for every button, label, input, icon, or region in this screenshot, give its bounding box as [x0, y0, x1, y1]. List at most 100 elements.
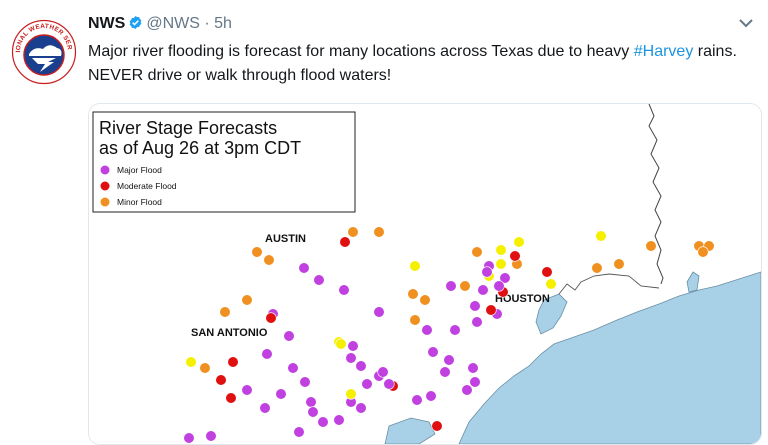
forecast-point: [545, 278, 557, 290]
forecast-point: [697, 246, 709, 258]
forecast-point: [467, 362, 479, 374]
forecast-point: [477, 284, 489, 296]
forecast-point: [495, 258, 507, 270]
forecast-point: [469, 376, 481, 388]
forecast-point: [485, 304, 497, 316]
forecast-point: [645, 240, 657, 252]
forecast-point: [509, 250, 521, 262]
forecast-point: [265, 312, 277, 324]
forecast-point: [377, 366, 389, 378]
map-title-line1: River Stage Forecasts: [99, 118, 277, 138]
forecast-point: [493, 280, 505, 292]
forecast-point: [445, 280, 457, 292]
forecast-point: [383, 378, 395, 390]
tweet-text-part-1: Major river flooding is forecast for man…: [88, 43, 634, 60]
forecast-point: [307, 406, 319, 418]
tweet-text-part-2: rains. NEVER drive or walk through flood…: [88, 43, 737, 84]
tweet-header: NWS @NWS · 5h: [88, 15, 232, 35]
legend-label: Moderate Flood: [117, 181, 177, 191]
forecast-point: [261, 348, 273, 360]
forecast-point: [419, 294, 431, 306]
forecast-point: [443, 354, 455, 366]
forecast-point: [185, 356, 197, 368]
forecast-point: [347, 226, 359, 238]
forecast-point: [275, 388, 287, 400]
forecast-point: [259, 402, 271, 414]
forecast-point: [299, 376, 311, 388]
forecast-point: [421, 324, 433, 336]
forecast-point: [361, 378, 373, 390]
forecast-point: [251, 246, 263, 258]
forecast-point: [471, 316, 483, 328]
forecast-point: [373, 226, 385, 238]
city-label-san-antonio: SAN ANTONIO: [191, 327, 268, 339]
author-name[interactable]: NWS: [88, 15, 126, 32]
forecast-point: [345, 388, 357, 400]
forecast-point: [425, 390, 437, 402]
forecast-point: [225, 392, 237, 404]
forecast-point: [283, 330, 295, 342]
forecast-point: [338, 284, 350, 296]
forecast-point: [541, 266, 553, 278]
legend-label: Minor Flood: [117, 197, 162, 207]
legend-swatch: [100, 165, 110, 175]
sabine-lake: [686, 271, 700, 293]
forecast-point: [347, 340, 359, 352]
nws-logo-icon: NATIONAL WEATHER SERVICE: [8, 13, 77, 85]
legend-box: [92, 111, 356, 213]
chevron-down-icon[interactable]: [736, 16, 756, 30]
forecast-point: [298, 262, 310, 274]
forecast-point: [449, 324, 461, 336]
legend-swatch: [100, 197, 110, 207]
forecast-point: [499, 272, 511, 284]
gulf-water: [458, 271, 761, 444]
forecast-point: [409, 260, 421, 272]
forecast-point: [431, 420, 443, 432]
forecast-point: [411, 394, 423, 406]
forecast-point: [333, 414, 345, 426]
state-border: [648, 104, 664, 285]
forecast-point: [183, 432, 195, 444]
forecast-point: [461, 384, 473, 396]
forecast-point: [595, 230, 607, 242]
forecast-point: [305, 396, 317, 408]
flood-map: River Stage Forecasts as of Aug 26 at 3p…: [89, 104, 761, 444]
legend-swatch: [100, 181, 110, 191]
forecast-point: [471, 246, 483, 258]
forecast-point: [317, 416, 329, 428]
forecast-point: [427, 346, 439, 358]
legend-label: Major Flood: [117, 165, 162, 175]
forecast-point: [241, 294, 253, 306]
forecast-point: [227, 356, 239, 368]
forecast-point: [215, 374, 227, 386]
forecast-point: [591, 262, 603, 274]
verified-badge-icon: [128, 15, 143, 35]
separator-dot: ·: [204, 15, 210, 32]
forecast-point: [219, 306, 231, 318]
legend-items: Major Flood Moderate Flood Minor Flood: [100, 165, 177, 207]
tweet-text: Major river flooding is forecast for man…: [88, 40, 748, 88]
galveston-bay: [535, 293, 568, 335]
forecast-point: [205, 430, 217, 442]
forecast-point: [513, 236, 525, 248]
author-handle[interactable]: @NWS: [146, 15, 200, 32]
forecast-point: [263, 254, 275, 266]
forecast-point: [459, 280, 471, 292]
avatar[interactable]: NATIONAL WEATHER SERVICE: [8, 13, 78, 86]
hashtag-link[interactable]: #Harvey: [633, 43, 694, 60]
forecast-point: [409, 314, 421, 326]
forecast-point: [495, 244, 507, 256]
forecast-point: [355, 360, 367, 372]
forecast-point: [345, 352, 357, 364]
timestamp[interactable]: 5h: [214, 15, 232, 32]
forecast-point: [469, 300, 481, 312]
forecast-point: [373, 306, 385, 318]
tweet-media-image[interactable]: River Stage Forecasts as of Aug 26 at 3p…: [88, 103, 762, 445]
forecast-point: [613, 258, 625, 270]
forecast-point: [335, 338, 347, 350]
forecast-points: [183, 226, 715, 444]
city-label-austin: AUSTIN: [265, 233, 306, 245]
forecast-point: [407, 288, 419, 300]
forecast-point: [241, 384, 253, 396]
forecast-point: [287, 362, 299, 374]
